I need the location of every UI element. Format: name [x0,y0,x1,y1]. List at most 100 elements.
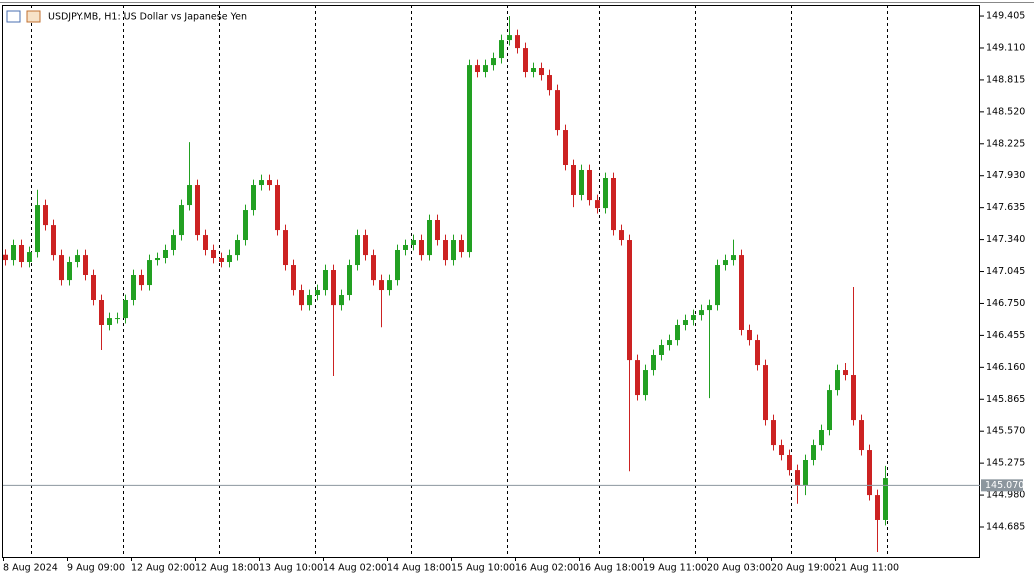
candle-body [75,255,80,263]
y-tick-label: 146.750 [986,298,1025,309]
candle-body [811,445,816,461]
x-tick-label: 19 Aug 11:00 [643,563,707,574]
candle-body [275,185,280,231]
x-tick-label: 12 Aug 02:00 [131,563,195,574]
candle-body [195,185,200,236]
candle-body [187,185,192,206]
candle-body [787,455,792,471]
x-tick-label: 14 Aug 18:00 [387,563,451,574]
candle-body [83,255,88,275]
candle-body [411,240,416,246]
y-tick-label: 144.685 [986,522,1025,533]
candle-body [755,340,760,366]
y-tick-label: 149.110 [986,42,1025,53]
plot [3,16,888,553]
candle-body [883,478,888,520]
candle-body [387,280,392,291]
candle-body [667,340,672,346]
candle-body [731,255,736,261]
candle-body [27,252,32,263]
price-label: 145.070 [985,480,1024,491]
candle-body [163,249,168,258]
candle-body [179,205,184,236]
candle-body [259,180,264,186]
candle-body [99,299,104,326]
y-tick-label: 147.045 [986,266,1025,277]
candle-body [355,235,360,266]
candle-body [547,75,552,91]
y-tick-label: 148.225 [986,138,1025,149]
candle-body [403,245,408,250]
candle-body [691,315,696,321]
candle-body [291,265,296,291]
y-tick-label: 147.340 [986,234,1025,245]
candle-body [483,65,488,73]
x-tick-label: 15 Aug 10:00 [451,563,515,574]
candle-body [235,240,240,256]
candle-body [707,305,712,311]
candle-body [59,255,64,281]
candle-body [723,260,728,266]
candle-body [835,370,840,391]
candle-body [643,370,648,396]
candle-body [51,225,56,256]
y-tick-label: 145.275 [986,458,1025,469]
candle-body [627,240,632,361]
y-tick-label: 149.405 [986,11,1025,22]
candle-body [283,230,288,266]
candle-body [715,265,720,306]
candle-body [803,460,808,486]
candle-body [363,235,368,256]
candle-body [379,280,384,291]
candle-body [515,35,520,49]
candle-body [683,320,688,326]
candle-body [611,177,616,231]
chart-icon[interactable] [26,10,41,23]
candle-body [115,318,120,320]
candle-body [539,68,544,76]
candle-body [651,354,656,371]
candle-body [299,290,304,306]
candle-body [843,370,848,376]
candle-body [819,430,824,446]
x-tick-label: 20 Aug 03:00 [707,563,771,574]
candle-body [763,365,768,421]
candle-body [419,240,424,256]
candle-body [851,375,856,421]
candle-body [243,210,248,241]
plot-frame [2,5,980,558]
y-tick-label: 145.865 [986,394,1025,405]
candle-body [227,255,232,263]
candle-body [331,270,336,306]
y-tick-label: 148.815 [986,74,1025,85]
candle-body [443,240,448,261]
candle-body [203,235,208,250]
candle-body [827,390,832,431]
candle-body [499,40,504,59]
candle-body [467,65,472,253]
x-tick-label: 20 Aug 19:00 [771,563,835,574]
candle-body [779,445,784,456]
candle-body [307,295,312,306]
candle-body [267,180,272,186]
candle-body [147,260,152,286]
candle-body [587,169,592,201]
candle-body [867,450,872,496]
candle-body [771,420,776,446]
candle-body [451,240,456,261]
candle-body [659,345,664,355]
y-tick-label: 146.160 [986,362,1025,373]
candle-body [579,169,584,195]
candle-body [35,205,40,253]
price-label-box [981,479,1023,492]
x-tick-label: 14 Aug 02:00 [323,563,387,574]
candle-body [427,219,432,256]
menu-icon[interactable] [6,10,21,23]
candle-body [571,165,576,195]
candle-body [211,249,216,258]
candle-body [635,360,640,396]
x-tick-label: 16 Aug 02:00 [515,563,579,574]
y-tick-label: 145.570 [986,426,1025,437]
candle-body [859,420,864,451]
candle-body [339,295,344,306]
